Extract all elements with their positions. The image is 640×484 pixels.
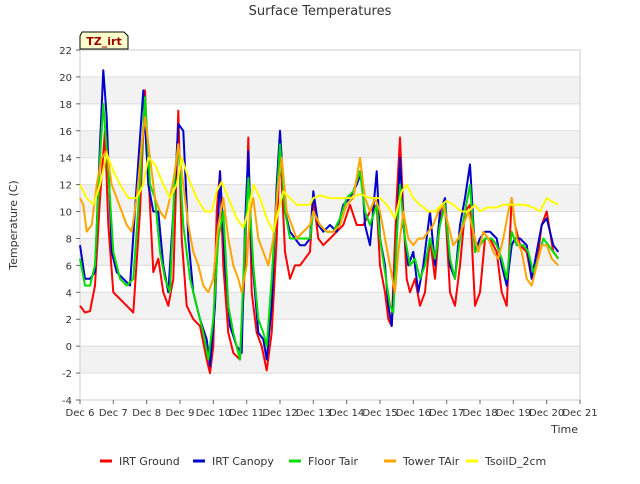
y-tick-label: 10 <box>59 208 72 219</box>
station-badge-label: TZ_irt <box>86 35 121 48</box>
grid-band <box>80 76 580 104</box>
x-tick-label: Dec 15 <box>362 408 397 419</box>
series-layer <box>79 69 560 375</box>
y-tick-label: -2 <box>62 369 72 380</box>
y-tick-label: 22 <box>59 46 72 57</box>
y-tick-label: 6 <box>66 261 72 272</box>
x-tick-label: Dec 13 <box>296 408 331 419</box>
x-tick-label: Dec 21 <box>562 408 597 419</box>
x-tick-label: Dec 8 <box>132 408 161 419</box>
legend-item: Floor Tair <box>289 455 359 468</box>
y-axis-ticks: -4 -2 0 2 4 6 8 10 12 14 16 18 20 22 <box>59 46 80 407</box>
y-tick-label: 18 <box>59 100 72 111</box>
legend-label: Floor Tair <box>308 455 359 468</box>
y-tick-label: 16 <box>59 127 72 138</box>
legend-item: Tower TAir <box>384 455 460 468</box>
x-tick-label: Dec 10 <box>196 408 231 419</box>
grid-band <box>80 238 580 266</box>
legend: IRT Ground IRT Canopy Floor Tair Tower TAir… <box>100 455 546 468</box>
legend-label: Tower TAir <box>402 455 460 468</box>
series-line-tower-tair <box>79 116 560 294</box>
grid-band <box>80 130 580 158</box>
grid-band <box>80 346 580 374</box>
x-tick-label: Dec 14 <box>329 408 364 419</box>
series-line-tsoild-2cm <box>79 152 559 233</box>
y-tick-label: 12 <box>59 181 72 192</box>
y-tick-label: 14 <box>59 154 72 165</box>
y-tick-label: 8 <box>66 234 72 245</box>
legend-label: IRT Ground <box>119 455 180 468</box>
y-tick-label: -4 <box>62 396 72 407</box>
plot-area <box>79 49 581 401</box>
chart-title: Surface Temperatures <box>249 4 392 19</box>
x-tick-label: Dec 6 <box>66 408 95 419</box>
x-tick-label: Dec 18 <box>462 408 497 419</box>
y-tick-label: 2 <box>66 315 72 326</box>
y-axis-label: Temperature (C) <box>7 180 20 270</box>
legend-label: TsoilD_2cm <box>484 455 546 468</box>
y-tick-label: 20 <box>59 73 72 84</box>
y-tick-label: 0 <box>66 342 72 353</box>
legend-label: IRT Canopy <box>212 455 274 468</box>
y-tick-label: 4 <box>66 288 72 299</box>
x-axis-label: Time <box>550 423 578 436</box>
x-tick-label: Dec 17 <box>429 408 464 419</box>
legend-item: IRT Ground <box>100 455 180 468</box>
x-tick-label: Dec 7 <box>99 408 128 419</box>
x-tick-label: Dec 19 <box>496 408 531 419</box>
grid-band <box>80 292 580 320</box>
legend-item: TsoilD_2cm <box>466 455 546 468</box>
legend-item: IRT Canopy <box>193 455 274 468</box>
x-tick-label: Dec 9 <box>166 408 195 419</box>
x-tick-label: Dec 16 <box>396 408 431 419</box>
x-tick-label: Dec 20 <box>529 408 564 419</box>
x-tick-label: Dec 12 <box>262 408 297 419</box>
grid-bands <box>80 50 580 401</box>
station-badge: TZ_irt <box>79 31 129 50</box>
x-tick-label: Dec 11 <box>229 408 264 419</box>
